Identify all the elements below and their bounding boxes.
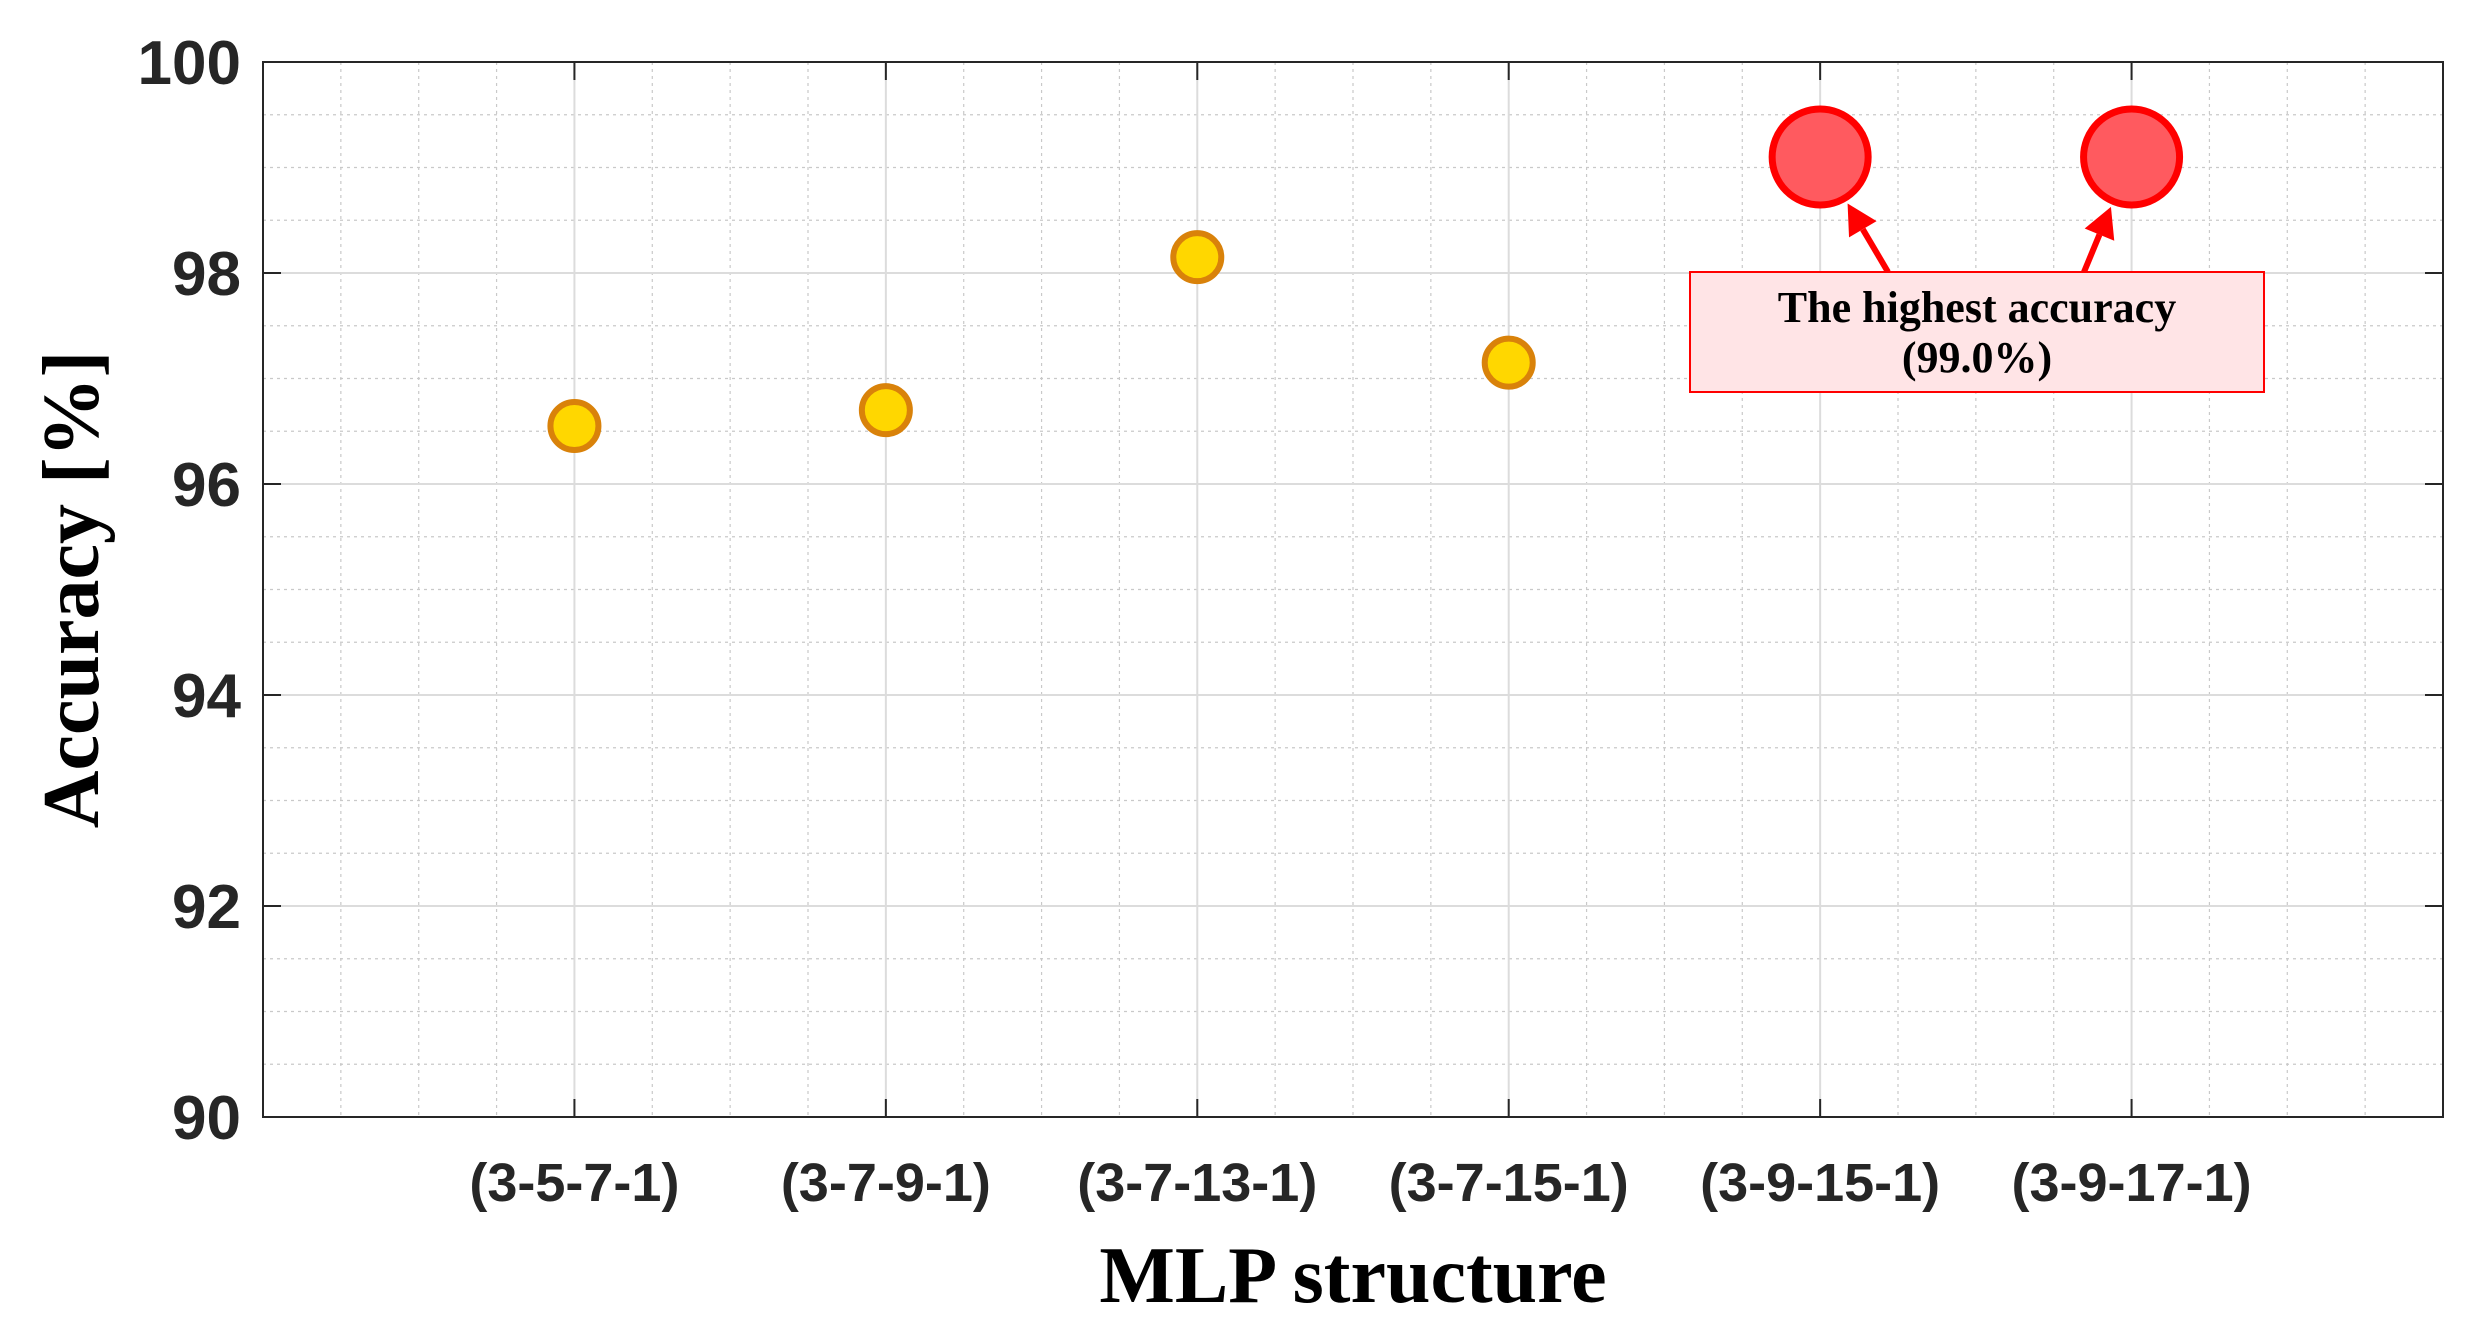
x-axis-ticks: (3-5-7-1) (3-7-9-1) (3-7-13-1) (3-7-15-1) (3… (469, 62, 2252, 1213)
x-axis-label: MLP structure (1099, 1232, 1606, 1320)
y-tick-label: 92 (172, 873, 241, 942)
data-point (858, 383, 913, 438)
y-tick-label: 94 (172, 662, 241, 731)
data-point (1170, 230, 1225, 285)
x-tick-label: (3-9-17-1) (2012, 1153, 2252, 1213)
x-tick-label: (3-7-9-1) (781, 1153, 991, 1213)
y-tick-label: 96 (172, 451, 241, 520)
y-tick-label: 100 (138, 29, 241, 98)
annotation-box (1689, 271, 2265, 393)
annotation: The highest accuracy (99.0%) (1689, 203, 2265, 393)
plot-frame (262, 61, 2444, 1118)
y-tick-label: 98 (172, 240, 241, 309)
annotation-arrow-left (1860, 227, 1891, 274)
annotation-arrow-right (2081, 233, 2103, 274)
y-tick-label: 90 (172, 1084, 241, 1153)
y-axis-label: Accuracy [%] (28, 351, 116, 829)
y-axis-ticks: 90 92 94 96 98 100 (138, 29, 2443, 1153)
x-tick-label: (3-5-7-1) (469, 1153, 679, 1213)
x-tick-label: (3-7-15-1) (1389, 1153, 1629, 1213)
annotation-line-1: The highest accuracy (1778, 283, 2176, 332)
annotation-arrowhead-left (1847, 203, 1877, 238)
highlight-point (2080, 105, 2184, 209)
highlight-point (1768, 105, 1872, 209)
data-point (547, 398, 602, 453)
data-points (547, 105, 2184, 453)
x-tick-label: (3-9-15-1) (1700, 1153, 1940, 1213)
annotation-arrowhead-right (2084, 206, 2115, 241)
x-tick-label: (3-7-13-1) (1077, 1153, 1317, 1213)
data-point (1481, 335, 1536, 390)
annotation-line-2: (99.0%) (1902, 333, 2052, 382)
minor-grid (263, 62, 2443, 1117)
